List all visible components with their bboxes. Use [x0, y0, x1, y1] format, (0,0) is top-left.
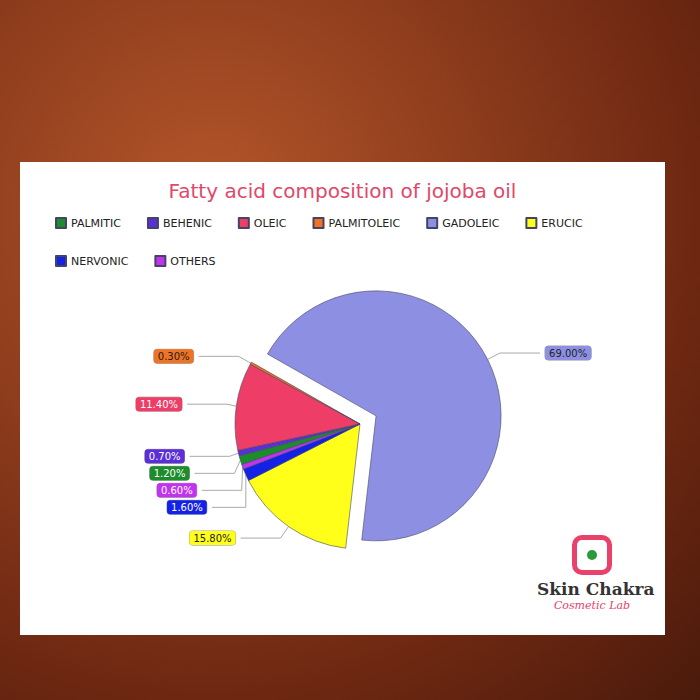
svg-text:PALMITIC: PALMITIC [71, 217, 121, 230]
svg-text:OLEIC: OLEIC [254, 217, 287, 230]
svg-text:NERVONIC: NERVONIC [71, 255, 129, 268]
html-text:Skin Chakra: Skin Chakra [537, 579, 655, 599]
svg-text:GADOLEIC: GADOLEIC [442, 217, 500, 230]
svg-text:0.60%: 0.60% [161, 485, 193, 496]
svg-text:Fatty acid composition of jojo: Fatty acid composition of jojoba oil [169, 179, 517, 203]
html-text:Cosmetic Lab: Cosmetic Lab [553, 599, 631, 612]
svg-text:ERUCIC: ERUCIC [541, 217, 583, 230]
svg-text:PALMITOLEIC: PALMITOLEIC [328, 217, 400, 230]
svg-text:0.70%: 0.70% [149, 451, 181, 462]
svg-text:OTHERS: OTHERS [170, 255, 215, 268]
svg-text:0.30%: 0.30% [158, 351, 190, 362]
svg-text:15.80%: 15.80% [193, 533, 231, 544]
svg-text:69.00%: 69.00% [549, 348, 587, 359]
svg-text:1.20%: 1.20% [154, 468, 186, 479]
svg-text:BEHENIC: BEHENIC [163, 217, 212, 230]
svg-text:1.60%: 1.60% [171, 502, 203, 513]
svg-text:11.40%: 11.40% [140, 399, 178, 410]
